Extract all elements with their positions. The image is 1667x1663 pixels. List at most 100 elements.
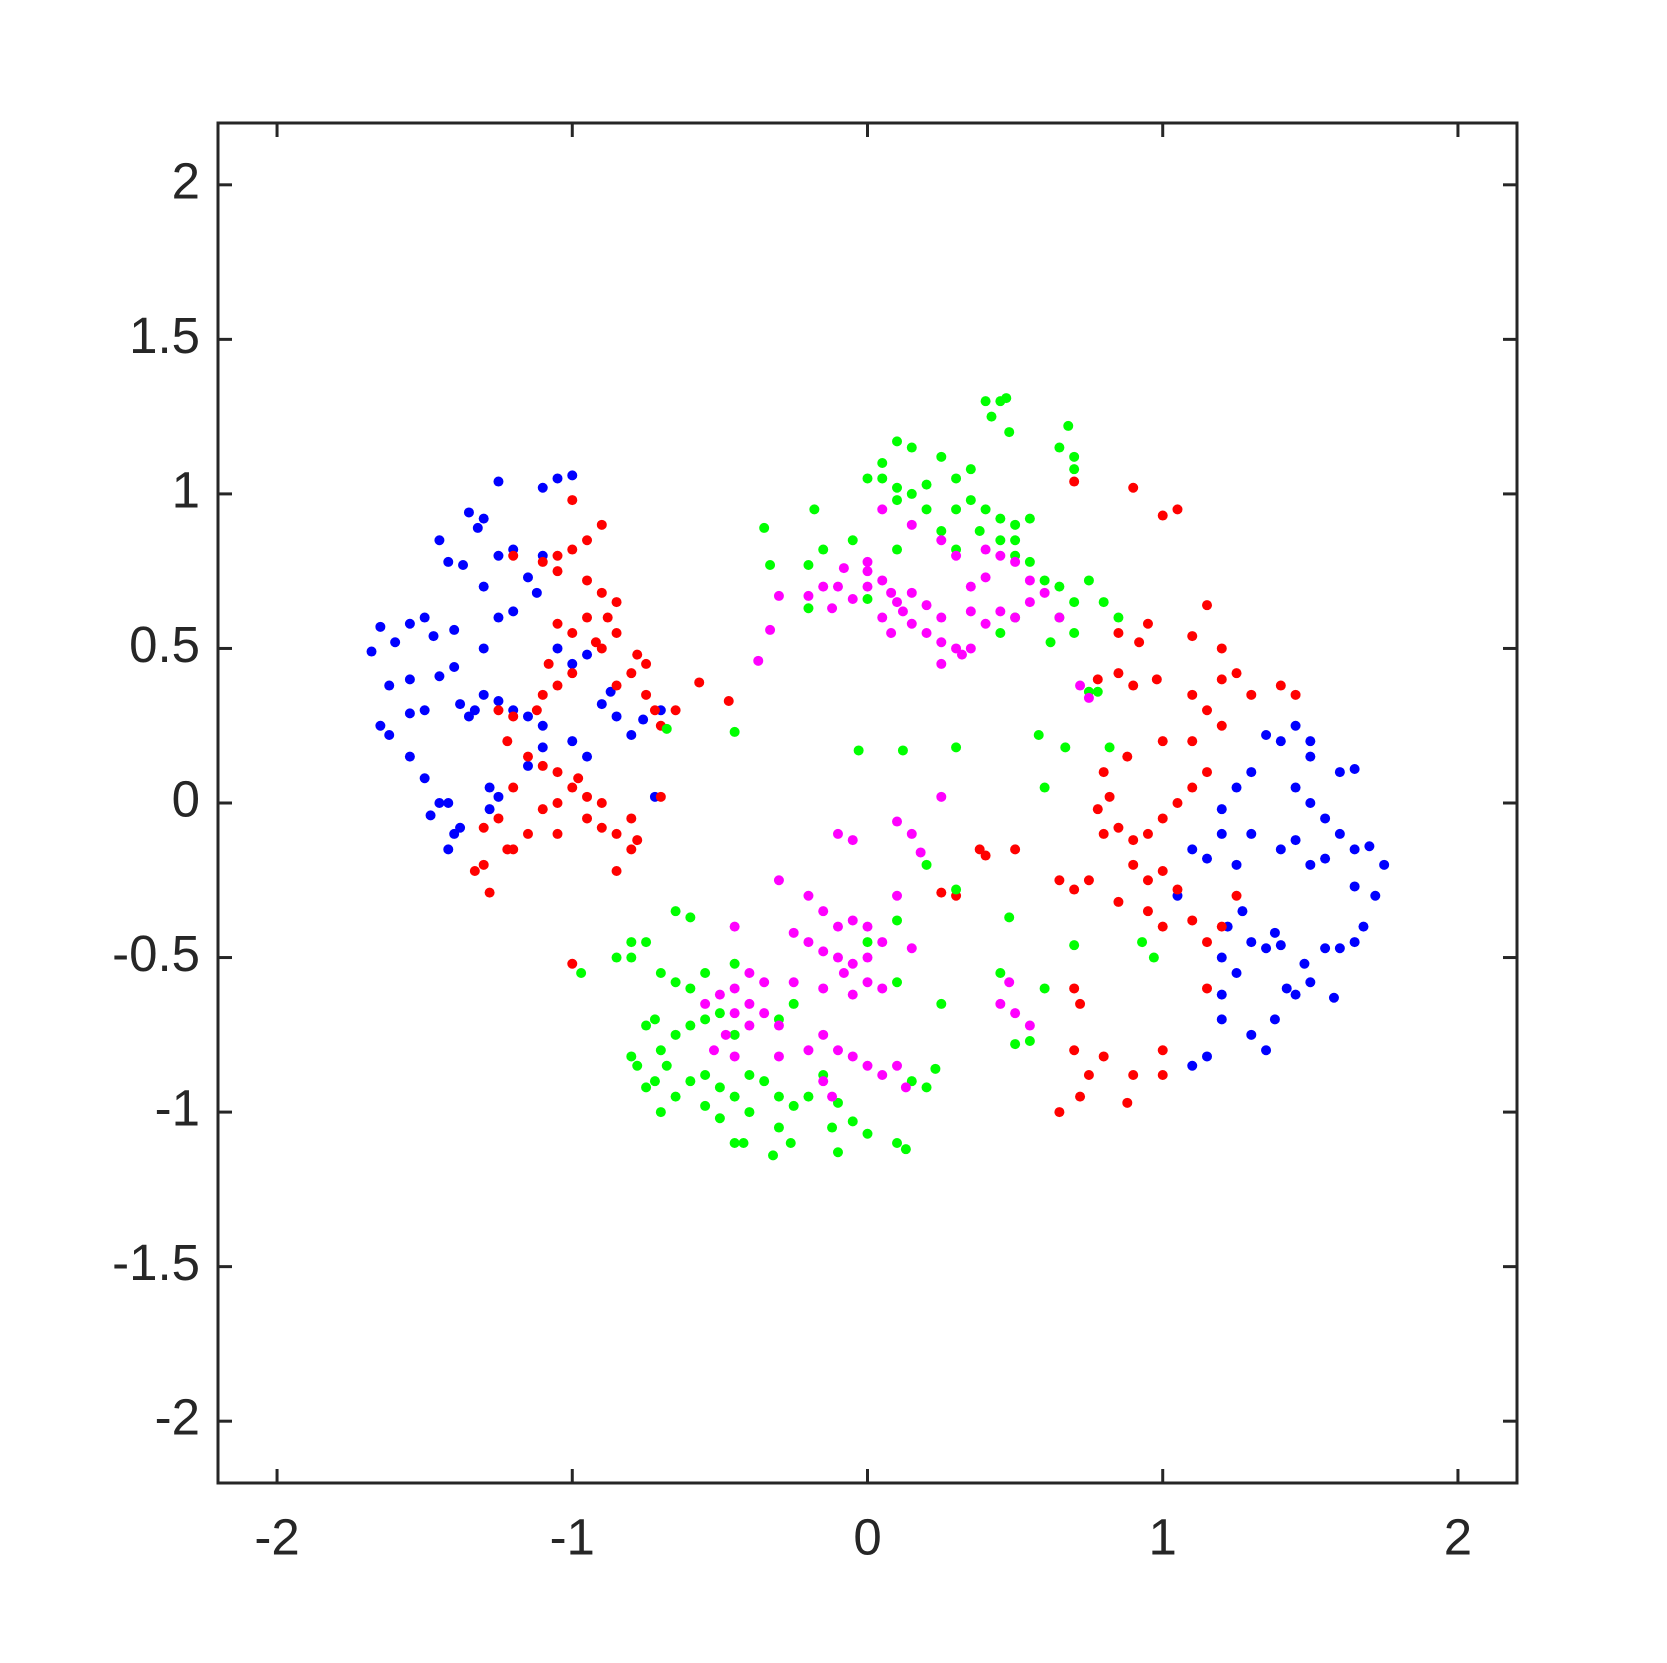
- scatter-point: [1231, 782, 1242, 793]
- scatter-point: [1004, 427, 1015, 438]
- scatter-point: [765, 624, 776, 635]
- scatter-point: [862, 921, 873, 932]
- scatter-point: [900, 1144, 911, 1155]
- scatter-point: [818, 946, 829, 957]
- scatter-point: [567, 658, 578, 669]
- scatter-point: [1054, 581, 1065, 592]
- scatter-point: [1216, 1014, 1227, 1025]
- scatter-point: [1157, 736, 1168, 747]
- scatter-point: [567, 470, 578, 481]
- scatter-point: [1004, 912, 1015, 923]
- scatter-point: [729, 983, 740, 994]
- scatter-point: [1202, 1051, 1213, 1062]
- scatter-point: [1113, 668, 1124, 679]
- scatter-point: [921, 479, 932, 490]
- scatter-point: [965, 464, 976, 475]
- scatter-point: [729, 921, 740, 932]
- scatter-point: [455, 822, 466, 833]
- scatter-point: [390, 637, 401, 648]
- scatter-point: [484, 804, 495, 815]
- scatter-point: [626, 730, 637, 740]
- scatter-point: [803, 890, 814, 901]
- scatter-point: [611, 597, 622, 608]
- y-tick-label: 1.5: [129, 307, 200, 364]
- scatter-point: [641, 937, 652, 948]
- scatter-point: [877, 612, 888, 623]
- scatter-point: [537, 689, 548, 700]
- scatter-point: [1202, 767, 1213, 778]
- scatter-point: [986, 411, 997, 422]
- scatter-point: [892, 482, 903, 493]
- y-tick-label: -1: [155, 1080, 200, 1137]
- scatter-point: [930, 1063, 941, 1074]
- scatter-point: [897, 745, 908, 756]
- scatter-point: [827, 603, 838, 614]
- scatter-point: [670, 906, 681, 917]
- scatter-point: [862, 566, 873, 577]
- scatter-point: [862, 594, 873, 604]
- scatter-point: [936, 535, 947, 546]
- scatter-point: [936, 887, 947, 898]
- scatter-point: [1157, 921, 1168, 932]
- scatter-point: [567, 544, 578, 555]
- scatter-point: [847, 1116, 858, 1127]
- scatter-point: [1187, 736, 1198, 747]
- y-tick-label: 1: [172, 461, 200, 518]
- scatter-point: [1113, 612, 1124, 623]
- scatter-point: [847, 535, 858, 546]
- scatter-point: [478, 513, 489, 524]
- scatter-point: [670, 1029, 681, 1040]
- scatter-point: [1083, 575, 1094, 586]
- scatter-point: [626, 1051, 637, 1062]
- scatter-point: [508, 844, 519, 855]
- scatter-point: [1083, 692, 1094, 703]
- scatter-point: [951, 742, 962, 753]
- scatter-point: [832, 1097, 843, 1108]
- scatter-point: [714, 1082, 725, 1093]
- scatter-point: [1231, 668, 1242, 679]
- scatter-point: [611, 828, 622, 839]
- y-tick-label: 2: [172, 152, 200, 209]
- scatter-point: [1142, 828, 1153, 839]
- scatter-point: [1054, 1107, 1065, 1118]
- scatter-point: [655, 1045, 666, 1056]
- scatter-point: [469, 705, 480, 716]
- scatter-point: [655, 968, 666, 978]
- scatter-point: [1216, 921, 1227, 932]
- scatter-point: [1122, 751, 1133, 762]
- scatter-point: [1128, 835, 1139, 846]
- scatter-point: [832, 921, 843, 932]
- scatter-point: [1358, 921, 1369, 932]
- scatter-point: [384, 730, 395, 740]
- scatter-point: [832, 581, 843, 592]
- scatter-point: [803, 603, 814, 614]
- scatter-point: [552, 767, 563, 778]
- scatter-point: [847, 989, 858, 1000]
- scatter-point: [493, 696, 504, 706]
- scatter-point: [1151, 674, 1162, 685]
- scatter-point: [818, 906, 829, 917]
- scatter-point: [1039, 983, 1050, 994]
- scatter-point: [582, 649, 593, 660]
- scatter-point: [892, 977, 903, 988]
- scatter-point: [685, 1076, 696, 1087]
- scatter-point: [552, 798, 563, 808]
- scatter-point: [773, 590, 784, 601]
- scatter-point: [670, 1091, 681, 1102]
- scatter-point: [478, 822, 489, 833]
- scatter-point: [773, 1122, 784, 1133]
- scatter-point: [906, 1076, 917, 1087]
- scatter-point: [1128, 482, 1139, 493]
- scatter-point: [641, 658, 652, 669]
- scatter-point: [1001, 393, 1012, 404]
- scatter-point: [543, 658, 554, 669]
- scatter-point: [611, 952, 622, 963]
- scatter-point: [720, 1029, 731, 1040]
- scatter-point: [832, 1045, 843, 1056]
- scatter-point: [951, 550, 962, 561]
- scatter-point: [1142, 875, 1153, 886]
- scatter-point: [1216, 643, 1227, 654]
- scatter-point: [449, 662, 460, 672]
- scatter-point: [1246, 937, 1257, 948]
- scatter-point: [1320, 853, 1331, 864]
